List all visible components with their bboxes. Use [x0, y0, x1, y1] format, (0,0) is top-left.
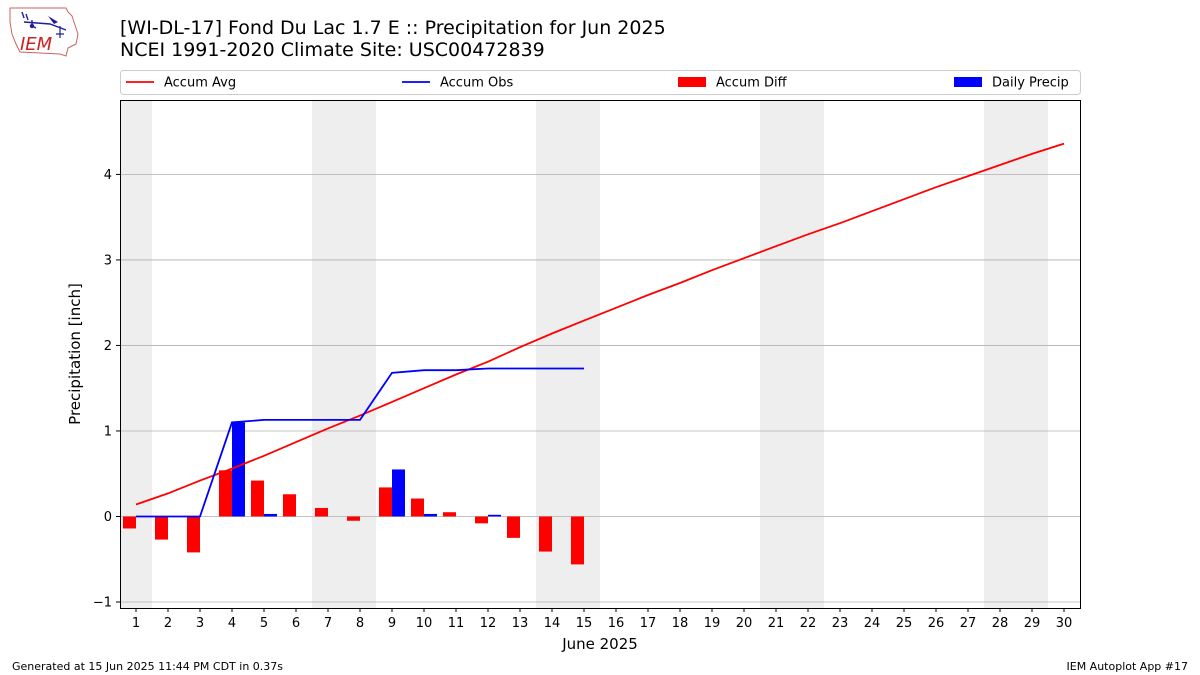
weekend-band-4 [984, 100, 1048, 608]
legend-label-daily-precip: Daily Precip [992, 76, 1069, 91]
legend-swatch-daily-precip [954, 77, 982, 87]
y-axis-label: Precipitation [inch] [66, 283, 84, 425]
y-tick-label-2: 2 [104, 339, 112, 354]
weekend-band-3 [760, 100, 824, 608]
accum-diff-bar-6 [283, 494, 296, 517]
x-tick-label-16: 16 [608, 616, 625, 631]
accum-diff-bar-9 [379, 487, 392, 517]
accum-diff-bar-8 [347, 516, 360, 521]
accum-diff-bar-5 [251, 480, 264, 517]
weekend-bands [120, 100, 1048, 608]
plot-frame [120, 100, 1081, 609]
x-tick-label-10: 10 [416, 616, 433, 631]
iem-logo[interactable]: IEM [6, 4, 82, 60]
daily-precip-bar-9 [392, 469, 405, 517]
accum-diff-bar-4 [219, 470, 232, 517]
x-tick-label-13: 13 [512, 616, 529, 631]
daily-precip-bar-12 [488, 514, 501, 517]
x-tick-label-4: 4 [228, 616, 236, 631]
y-tick-label--1: −1 [93, 596, 112, 611]
daily-precip-bar-5 [264, 513, 277, 517]
accum-diff-bar-7 [315, 507, 328, 517]
x-tick-label-12: 12 [480, 616, 497, 631]
weekend-band-1 [312, 100, 376, 608]
x-tick-label-21: 21 [768, 616, 785, 631]
series-lines [135, 142, 1065, 518]
x-tick-label-27: 27 [960, 616, 977, 631]
accum-diff-bar-11 [443, 512, 456, 517]
x-tick-label-29: 29 [1024, 616, 1041, 631]
x-tick-label-28: 28 [992, 616, 1009, 631]
x-tick-label-22: 22 [800, 616, 817, 631]
accum-diff-bar-15 [571, 516, 584, 565]
generated-timestamp: Generated at 15 Jun 2025 11:44 PM CDT in… [12, 660, 284, 673]
x-axis-ticks: 1 2 3 4 5 6 7 8 9 10 11 12 13 14 15 16 17 18 19 20 21 22 23 24 2… [132, 608, 1072, 631]
y-axis-ticks: −1 0 1 2 3 4 [93, 168, 120, 611]
y-tick-label-0: 0 [104, 510, 112, 525]
logo-text: IEM [20, 34, 53, 55]
x-tick-label-7: 7 [324, 616, 332, 631]
weekend-band-0 [120, 100, 152, 608]
legend-label-accum-avg: Accum Avg [164, 76, 236, 91]
legend-frame [120, 70, 1081, 95]
y-tick-label-4: 4 [104, 168, 112, 183]
chart-subtitle: NCEI 1991-2020 Climate Site: USC00472839 [120, 39, 545, 61]
x-tick-label-8: 8 [356, 616, 364, 631]
x-tick-label-1: 1 [132, 616, 140, 631]
daily-precip-bar-4 [232, 422, 245, 517]
gridlines [120, 174, 1080, 603]
accum-diff-bar-1 [123, 516, 136, 529]
x-tick-label-2: 2 [164, 616, 172, 631]
chart-title: [WI-DL-17] Fond Du Lac 1.7 E :: Precipit… [120, 17, 666, 39]
bars [123, 422, 584, 565]
x-tick-label-26: 26 [928, 616, 945, 631]
x-tick-label-23: 23 [832, 616, 849, 631]
y-tick-label-3: 3 [104, 253, 112, 268]
accum-diff-bar-10 [411, 498, 424, 517]
accum-avg-line [135, 142, 1065, 506]
legend-swatch-accum-diff [678, 77, 706, 87]
y-tick-label-1: 1 [104, 424, 112, 439]
legend-label-accum-diff: Accum Diff [716, 76, 788, 91]
x-tick-label-20: 20 [736, 616, 753, 631]
accum-diff-bar-12 [475, 516, 488, 524]
x-tick-label-19: 19 [704, 616, 721, 631]
x-tick-label-6: 6 [292, 616, 300, 631]
app-credit: IEM Autoplot App #17 [1066, 660, 1189, 673]
x-tick-label-9: 9 [388, 616, 396, 631]
accum-diff-bar-3 [187, 516, 200, 553]
x-tick-label-25: 25 [896, 616, 913, 631]
x-tick-label-3: 3 [196, 616, 204, 631]
x-tick-label-17: 17 [640, 616, 657, 631]
accum-diff-bar-2 [155, 516, 168, 540]
x-tick-label-30: 30 [1056, 616, 1073, 631]
x-axis-label: June 2025 [561, 635, 638, 653]
x-tick-label-5: 5 [260, 616, 268, 631]
x-tick-label-15: 15 [576, 616, 593, 631]
legend: Accum Avg Accum Obs Accum Diff Daily Precip [120, 70, 1081, 95]
x-tick-label-14: 14 [544, 616, 561, 631]
x-tick-label-11: 11 [448, 616, 465, 631]
accum-diff-bar-13 [507, 516, 520, 538]
accum-obs-line [136, 367, 584, 518]
daily-precip-bar-10 [424, 513, 437, 517]
x-tick-label-24: 24 [864, 616, 881, 631]
legend-label-accum-obs: Accum Obs [440, 76, 513, 91]
x-tick-label-18: 18 [672, 616, 689, 631]
accum-diff-bar-14 [539, 516, 552, 552]
